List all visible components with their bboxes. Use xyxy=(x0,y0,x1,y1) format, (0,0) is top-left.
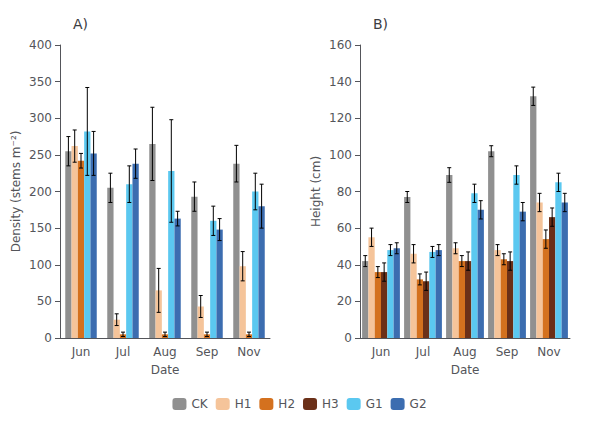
svg-text:50: 50 xyxy=(37,294,52,308)
svg-text:140: 140 xyxy=(329,75,352,89)
svg-text:Nov: Nov xyxy=(237,345,260,359)
svg-text:60: 60 xyxy=(337,221,352,235)
svg-text:G1: G1 xyxy=(366,397,383,411)
svg-text:100: 100 xyxy=(29,258,52,272)
svg-text:Height (cm): Height (cm) xyxy=(309,156,323,227)
svg-text:Jun: Jun xyxy=(71,345,91,359)
svg-text:100: 100 xyxy=(329,148,352,162)
svg-text:Aug: Aug xyxy=(153,345,176,359)
svg-text:120: 120 xyxy=(329,111,352,125)
svg-text:300: 300 xyxy=(29,111,52,125)
svg-text:Nov: Nov xyxy=(537,345,560,359)
svg-text:B): B) xyxy=(373,16,388,32)
svg-text:150: 150 xyxy=(29,221,52,235)
svg-text:80: 80 xyxy=(337,185,352,199)
svg-text:350: 350 xyxy=(29,75,52,89)
svg-text:Jul: Jul xyxy=(115,345,130,359)
svg-text:A): A) xyxy=(73,16,88,32)
svg-text:Sep: Sep xyxy=(196,345,219,359)
svg-text:160: 160 xyxy=(329,38,352,52)
svg-text:250: 250 xyxy=(29,148,52,162)
svg-text:Aug: Aug xyxy=(453,345,476,359)
svg-text:400: 400 xyxy=(29,38,52,52)
svg-text:Jul: Jul xyxy=(415,345,430,359)
svg-text:0: 0 xyxy=(344,331,352,345)
svg-text:Sep: Sep xyxy=(496,345,519,359)
svg-text:Date: Date xyxy=(451,363,480,377)
svg-text:Jun: Jun xyxy=(371,345,391,359)
svg-text:H1: H1 xyxy=(235,397,252,411)
svg-text:0: 0 xyxy=(44,331,52,345)
svg-text:H3: H3 xyxy=(322,397,339,411)
svg-text:40: 40 xyxy=(337,258,352,272)
svg-text:G2: G2 xyxy=(410,397,427,411)
svg-text:200: 200 xyxy=(29,185,52,199)
svg-text:H2: H2 xyxy=(278,397,295,411)
svg-text:CK: CK xyxy=(191,397,208,411)
svg-text:Density (stems m⁻²): Density (stems m⁻²) xyxy=(9,131,23,253)
svg-text:20: 20 xyxy=(337,294,352,308)
svg-text:Date: Date xyxy=(151,363,180,377)
